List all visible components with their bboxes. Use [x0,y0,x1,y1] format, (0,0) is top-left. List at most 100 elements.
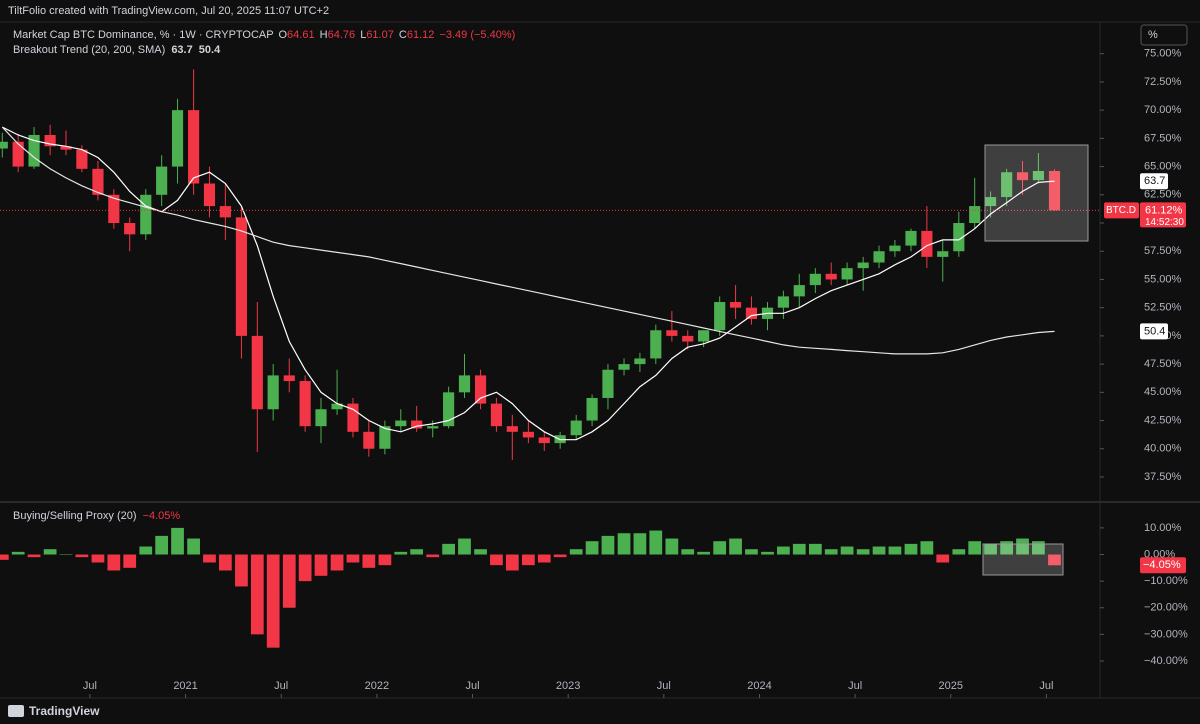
histogram-bar [426,554,440,558]
ohlc-letter: O [278,29,287,41]
price-badge-countdown: 14:52:30 [1145,217,1184,228]
candle-body [969,206,981,224]
y-tick-label: 57.50% [1144,245,1182,257]
candle-body [443,392,455,427]
value-badge: −4.05% [1143,559,1181,571]
highlight-box [982,543,1064,576]
y-tick-label: 65.00% [1144,160,1182,172]
histogram-bar [1048,554,1061,566]
candle-body [411,420,423,429]
histogram-bar [601,535,615,555]
histogram-bar [139,546,153,555]
candle-body [729,302,742,308]
value-badge-bg [1140,557,1186,574]
scale-button-frame[interactable] [1140,24,1188,46]
candle-body [857,262,869,269]
histogram-bar [59,554,73,556]
indicator-value: 50.4 [199,44,221,56]
histogram-bar [394,551,408,555]
x-tick-label: Jul [83,680,97,692]
y-tick-label: 37.50% [1144,471,1182,483]
candle-body [331,403,343,410]
indicator-badge-bg [1140,173,1168,190]
proxy-legend: Buying/Selling Proxy (20) −4.05% [13,510,180,522]
histogram-bar [27,554,41,558]
candle-body [140,194,152,235]
histogram-bar [505,554,519,571]
histogram-bar [856,549,870,555]
candle-body [203,183,216,207]
candle-body [0,141,8,149]
histogram-bar [920,541,934,555]
candle-body [905,230,917,246]
indicator-badge-bg [1140,323,1168,340]
candle-body [395,420,407,427]
y-tick-label: 72.50% [1144,76,1182,88]
price-badge-value: 61.12% [1145,204,1183,216]
candle-body [682,335,694,342]
y-tick-label: 45.00% [1144,386,1182,398]
ohlc-letter: C [399,29,407,41]
candle-body [474,375,487,404]
histogram-bar [11,551,25,555]
y-tick-label: −10.00% [1144,575,1188,587]
x-tick-label: 2021 [173,680,197,692]
change-label: −3.49 (−5.40%) [439,29,515,41]
histogram-bar [840,546,854,555]
histogram-bar [75,554,89,558]
candle-body [60,146,72,150]
candle-body [634,358,646,365]
histogram-bar [761,551,774,555]
price-badge-bg [1140,202,1186,228]
plot-area [0,69,1100,648]
histogram-bar [410,549,424,555]
candle-body [219,206,231,218]
candle-body [522,431,534,438]
candle-body [921,230,933,257]
histogram-bar [872,546,886,555]
histogram-bar [171,527,184,555]
histogram-bar [904,543,918,555]
candle-body [76,149,88,169]
candle-body [777,296,789,308]
candle-body [44,134,56,147]
candle-body [953,223,965,252]
x-tick-label: Jul [274,680,288,692]
y-tick-label: 55.00% [1144,273,1182,285]
indicator-value: 63.7 [171,44,192,56]
indicator-legend: Breakout Trend (20, 200, SMA) 63.7 50.4 [13,44,221,56]
indicator-name: Breakout Trend (20, 200, SMA) [13,44,165,56]
price-badge-symbol: BTC.D [1106,205,1136,216]
histogram-bar [665,538,679,555]
candle-body [937,251,949,257]
histogram-bar [235,554,248,587]
histogram-bar [314,554,328,576]
y-tick-label: 47.50% [1144,358,1182,370]
x-tick-label: Jul [465,680,479,692]
ohlc-letter: L [360,29,366,41]
candle-body [12,141,24,167]
histogram-bar [697,551,710,555]
histogram-bar [250,554,264,635]
histogram-bar [824,549,838,555]
candle-body [745,307,758,319]
proxy-title: Buying/Selling Proxy (20) [13,510,137,522]
x-tick-label: 2022 [365,680,389,692]
histogram-bar [43,549,57,555]
scale-button[interactable]: % [1148,29,1158,41]
logo-text: TradingView [29,704,100,718]
candle-body [714,302,726,331]
logo-icon [8,705,24,717]
candle-body [363,431,375,449]
indicator-badge: 50.4 [1144,325,1165,337]
histogram-bar [649,530,663,555]
ohlc-value: 64.76 [328,29,356,41]
candle-body [506,426,518,432]
candle-body [458,375,471,393]
histogram-bar [378,554,392,566]
histogram-bar [346,554,360,563]
y-tick-label: 62.50% [1144,189,1182,201]
x-tick-label: 2023 [556,680,580,692]
histogram-bar [633,533,647,555]
ohlc-value: 61.12 [407,29,435,41]
